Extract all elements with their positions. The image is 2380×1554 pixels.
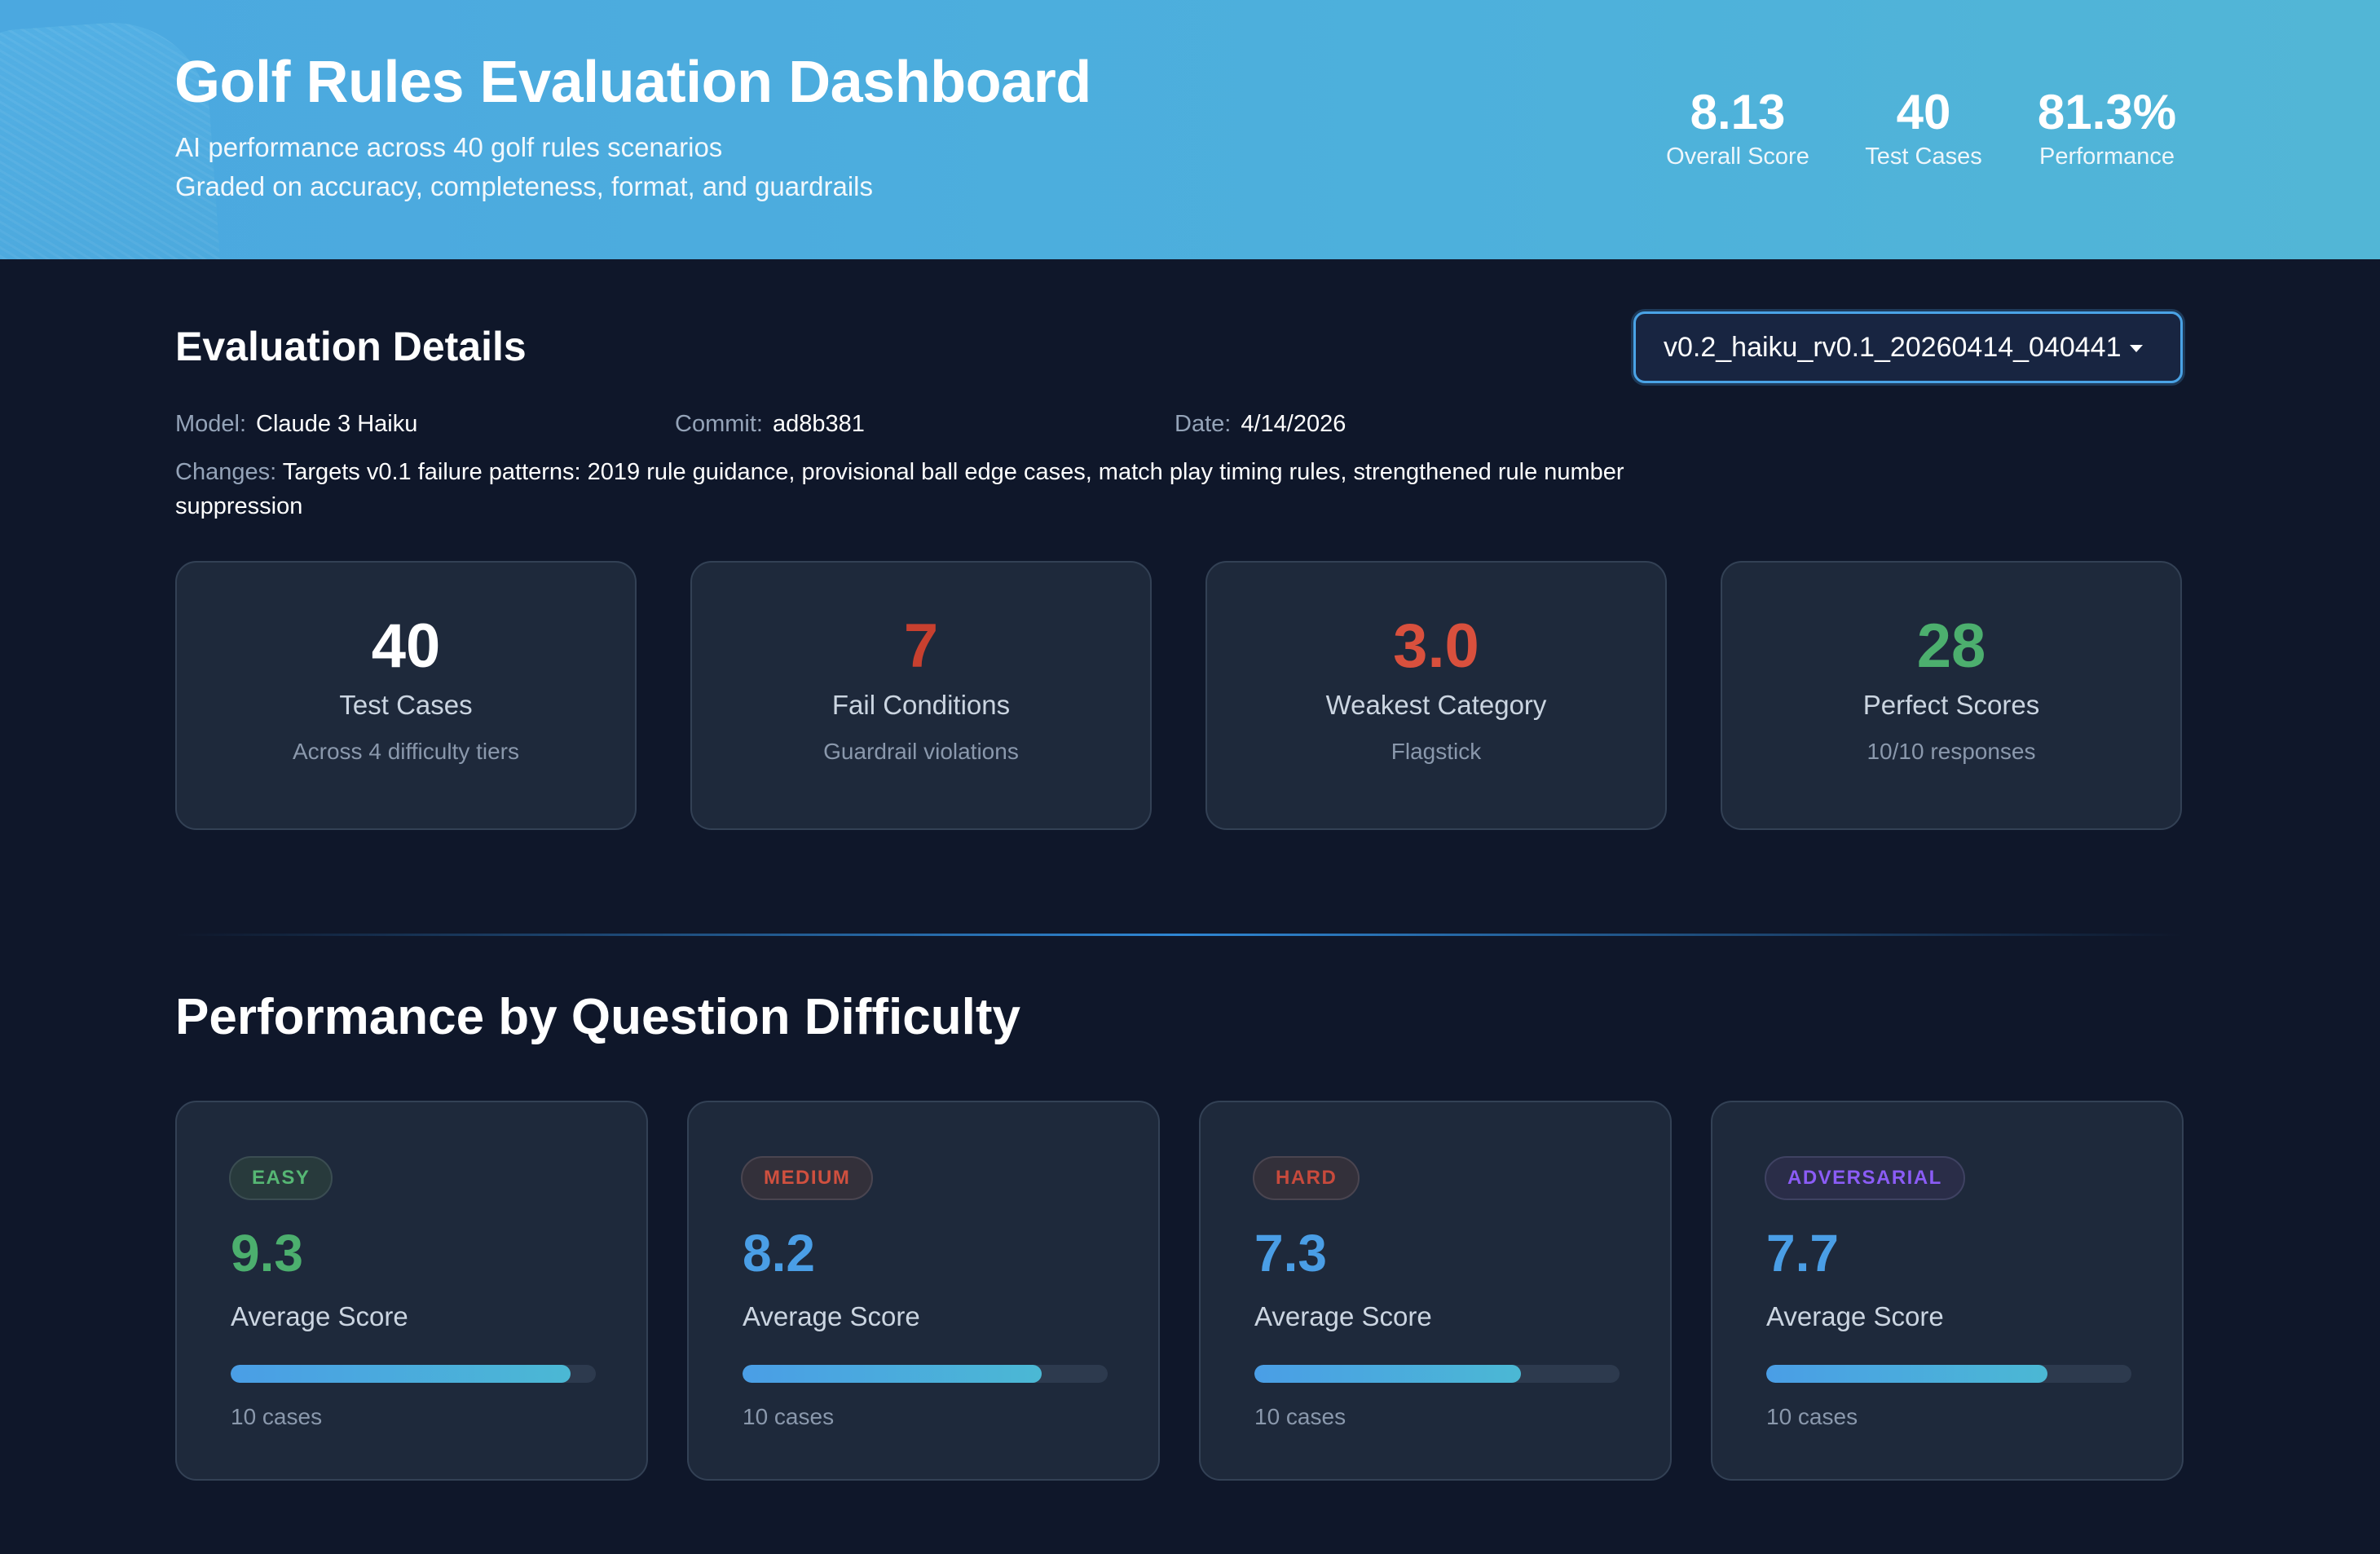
meta-model-label: Model: bbox=[175, 411, 247, 437]
summary-label: Fail Conditions bbox=[831, 690, 1011, 720]
summary-label: Perfect Scores bbox=[1862, 690, 2040, 720]
meta-model-value: Claude 3 Haiku bbox=[256, 411, 418, 437]
difficulty-score-label: Average Score bbox=[743, 1301, 920, 1331]
difficulty-badge: ADVERSARIAL bbox=[1765, 1156, 1965, 1200]
meta-changes-value: Targets v0.1 failure patterns: 2019 rule… bbox=[175, 459, 1624, 519]
score-progress-fill bbox=[743, 1365, 1042, 1383]
evaluation-details-heading: Evaluation Details bbox=[175, 324, 527, 369]
summary-card-test-cases: 40 Test Cases Across 4 difficulty tiers bbox=[175, 561, 637, 830]
difficulty-badge: EASY bbox=[229, 1156, 333, 1200]
score-progress-bar bbox=[1254, 1365, 1620, 1383]
chevron-down-icon bbox=[2130, 345, 2143, 352]
difficulty-case-count: 10 cases bbox=[231, 1404, 323, 1429]
version-select-dropdown[interactable]: v0.2_haiku_rv0.1_20260414_040441 bbox=[1633, 311, 2183, 383]
score-progress-fill bbox=[1254, 1365, 1522, 1383]
page-title: Golf Rules Evaluation Dashboard bbox=[174, 50, 1091, 115]
score-progress-bar bbox=[743, 1365, 1108, 1383]
stat-value: 81.3% bbox=[2037, 85, 2177, 139]
stat-value: 8.13 bbox=[1690, 85, 1786, 139]
difficulty-heading: Performance by Question Difficulty bbox=[175, 989, 1020, 1045]
meta-commit-label: Commit: bbox=[675, 411, 763, 437]
stat-performance: 81.3% Performance bbox=[2030, 83, 2184, 170]
difficulty-case-count: 10 cases bbox=[1766, 1404, 1858, 1429]
stat-value: 40 bbox=[1896, 85, 1951, 139]
difficulty-badge: MEDIUM bbox=[741, 1156, 874, 1200]
meta-commit-value: ad8b381 bbox=[772, 411, 865, 437]
meta-changes-label: Changes: bbox=[175, 459, 277, 485]
meta-date-label: Date: bbox=[1175, 411, 1232, 437]
difficulty-score: 8.2 bbox=[743, 1224, 815, 1282]
meta-model: Model: Claude 3 Haiku bbox=[175, 411, 417, 438]
summary-sublabel: Guardrail violations bbox=[823, 739, 1019, 764]
difficulty-badge: HARD bbox=[1253, 1156, 1360, 1200]
version-select-value: v0.2_haiku_rv0.1_20260414_040441 bbox=[1664, 331, 2122, 363]
score-progress-bar bbox=[1766, 1365, 2131, 1383]
header-banner: Golf Rules Evaluation Dashboard AI perfo… bbox=[0, 0, 2380, 259]
score-progress-fill bbox=[1766, 1365, 2047, 1383]
summary-label: Test Cases bbox=[339, 690, 473, 720]
difficulty-card-hard: HARD 7.3 Average Score 10 cases bbox=[1199, 1101, 1672, 1481]
summary-value: 3.0 bbox=[1393, 611, 1479, 681]
stat-label: Test Cases bbox=[1865, 143, 1982, 170]
difficulty-score: 7.3 bbox=[1254, 1224, 1327, 1282]
summary-card-weakest-category: 3.0 Weakest Category Flagstick bbox=[1205, 561, 1667, 830]
difficulty-score-label: Average Score bbox=[231, 1301, 408, 1331]
stat-label: Performance bbox=[2038, 143, 2175, 170]
stat-overall-score: 8.13 Overall Score bbox=[1658, 83, 1818, 170]
summary-label: Weakest Category bbox=[1325, 690, 1547, 720]
score-progress-bar bbox=[231, 1365, 596, 1383]
summary-sublabel: Flagstick bbox=[1391, 739, 1482, 764]
difficulty-score: 9.3 bbox=[231, 1224, 303, 1282]
meta-changes: Changes: Targets v0.1 failure patterns: … bbox=[175, 455, 1626, 523]
stat-label: Overall Score bbox=[1666, 143, 1809, 170]
stat-test-cases: 40 Test Cases bbox=[1850, 83, 1997, 170]
difficulty-card-easy: EASY 9.3 Average Score 10 cases bbox=[175, 1101, 648, 1481]
difficulty-card-medium: MEDIUM 8.2 Average Score 10 cases bbox=[687, 1101, 1160, 1481]
summary-value: 28 bbox=[1916, 611, 1986, 681]
meta-date: Date: 4/14/2026 bbox=[1175, 411, 1346, 438]
summary-card-fail-conditions: 7 Fail Conditions Guardrail violations bbox=[690, 561, 1152, 830]
summary-value: 40 bbox=[371, 611, 441, 681]
meta-date-value: 4/14/2026 bbox=[1241, 411, 1346, 437]
difficulty-score-label: Average Score bbox=[1766, 1301, 1944, 1331]
difficulty-case-count: 10 cases bbox=[743, 1404, 835, 1429]
score-progress-fill bbox=[231, 1365, 571, 1383]
page-subtitle-grading: Graded on accuracy, completeness, format… bbox=[175, 171, 873, 201]
meta-commit: Commit: ad8b381 bbox=[675, 411, 865, 438]
summary-value: 7 bbox=[903, 611, 939, 681]
summary-card-perfect-scores: 28 Perfect Scores 10/10 responses bbox=[1721, 561, 2182, 830]
difficulty-score-label: Average Score bbox=[1254, 1301, 1432, 1331]
summary-sublabel: Across 4 difficulty tiers bbox=[292, 739, 520, 764]
difficulty-card-adversarial: ADVERSARIAL 7.7 Average Score 10 cases bbox=[1711, 1101, 2184, 1481]
summary-sublabel: 10/10 responses bbox=[1867, 739, 2036, 764]
difficulty-score: 7.7 bbox=[1766, 1224, 1839, 1282]
difficulty-case-count: 10 cases bbox=[1254, 1404, 1346, 1429]
section-divider bbox=[175, 934, 2183, 936]
page-subtitle: AI performance across 40 golf rules scen… bbox=[175, 132, 723, 162]
